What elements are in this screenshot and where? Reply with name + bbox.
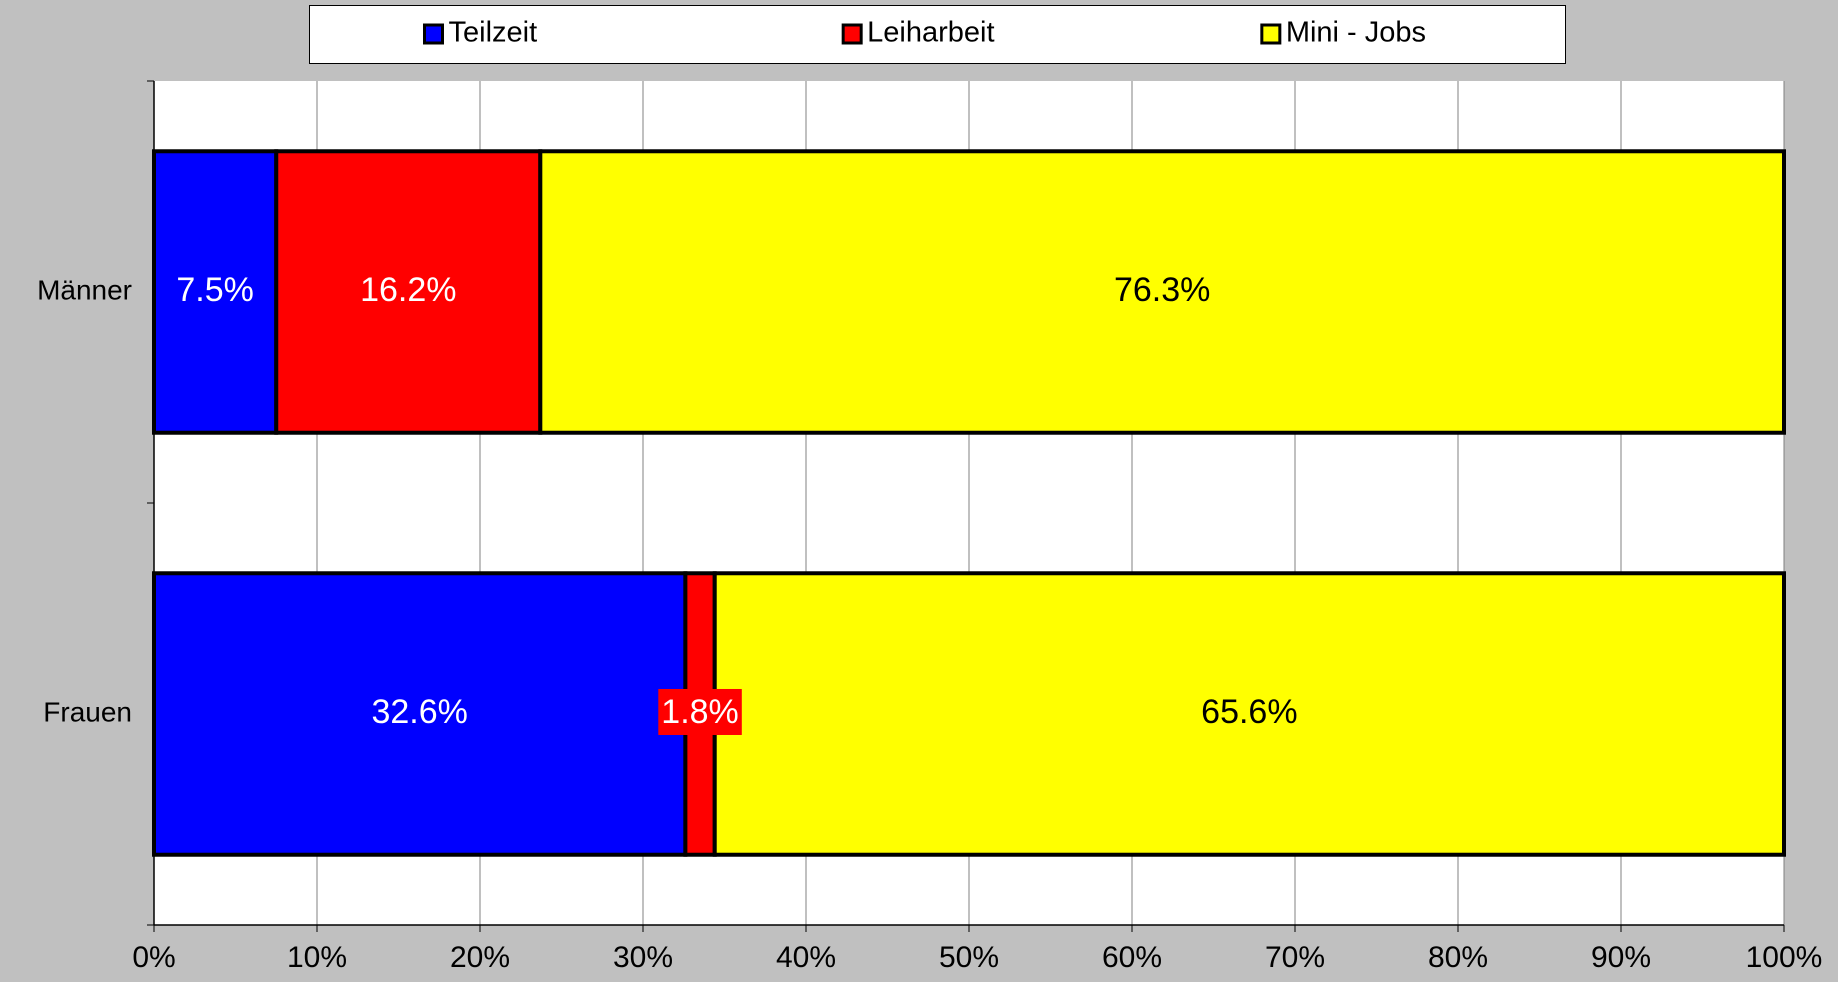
legend-box (309, 5, 1566, 64)
value-label-bg (658, 688, 742, 735)
x-tick-label: 60% (1102, 941, 1162, 974)
x-tick-label: 0% (132, 941, 175, 974)
bar-segment (152, 571, 688, 857)
x-tick-label: 20% (450, 941, 510, 974)
bar-segment (712, 571, 1786, 857)
x-tick-label: 70% (1265, 941, 1325, 974)
value-label: 32.6% (371, 693, 467, 731)
value-label: 76.3% (1114, 271, 1210, 309)
x-tick-label: 50% (939, 941, 999, 974)
x-tick-label: 40% (776, 941, 836, 974)
y-tick-label: Frauen (43, 696, 132, 727)
x-tick-label: 30% (613, 941, 673, 974)
value-label: 65.6% (1201, 693, 1297, 731)
legend-swatch (841, 23, 863, 45)
legend-label: Teilzeit (449, 17, 538, 49)
bar-segment (538, 149, 1786, 435)
x-tick-label: 80% (1428, 941, 1488, 974)
value-label: 16.2% (360, 271, 456, 309)
legend-label: Mini - Jobs (1286, 17, 1426, 49)
legend-swatch (423, 23, 444, 45)
x-tick-label: 10% (287, 941, 347, 974)
x-tick-label: 100% (1746, 941, 1823, 974)
bar-segment (274, 149, 543, 435)
x-tick-label: 90% (1591, 941, 1651, 974)
legend-swatch (1260, 23, 1282, 45)
y-tick-label: Männer (37, 274, 132, 305)
value-label: 1.8% (661, 693, 739, 731)
legend-label: Leiharbeit (867, 17, 994, 49)
value-label: 7.5% (176, 271, 254, 309)
